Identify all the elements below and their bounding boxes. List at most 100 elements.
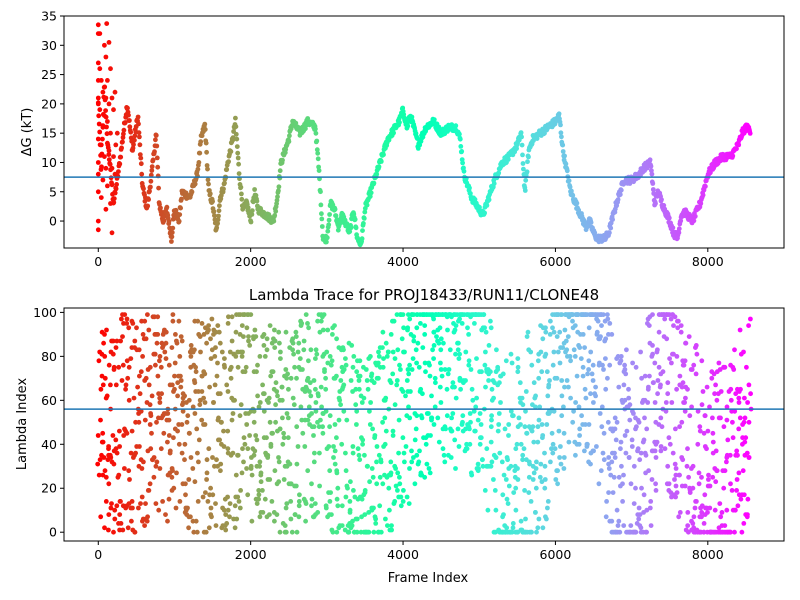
y-tick-label: 20 <box>41 481 57 496</box>
lambda-point <box>264 336 270 342</box>
lambda-point <box>396 417 402 423</box>
delta-g-point <box>97 66 103 72</box>
lambda-point <box>662 316 668 322</box>
lambda-point <box>564 347 570 353</box>
lambda-point <box>497 380 502 386</box>
delta-g-point <box>534 136 540 142</box>
lambda-point <box>255 362 260 368</box>
lambda-point <box>178 373 183 379</box>
lambda-point <box>580 364 586 370</box>
lambda-point <box>337 397 343 403</box>
lambda-point <box>95 433 101 438</box>
lambda-point <box>643 452 649 458</box>
lambda-point <box>564 378 570 383</box>
lambda-point <box>690 463 696 469</box>
lambda-point <box>535 424 541 430</box>
lambda-point <box>655 391 660 397</box>
delta-g-point <box>570 193 576 198</box>
lambda-point <box>364 378 370 383</box>
delta-g-point <box>234 136 240 142</box>
lambda-point <box>353 402 359 408</box>
lambda-point <box>609 459 615 465</box>
lambda-point <box>251 408 257 414</box>
lambda-point <box>202 400 208 405</box>
lambda-point <box>459 321 465 326</box>
lambda-point <box>290 347 295 353</box>
lambda-point <box>110 338 116 344</box>
lambda-point <box>195 318 201 324</box>
lambda-point <box>557 360 563 366</box>
lambda-point <box>463 349 469 355</box>
lambda-point <box>713 479 719 485</box>
lambda-point <box>618 354 624 359</box>
delta-g-point <box>239 196 245 202</box>
lambda-point <box>98 386 104 392</box>
lambda-point <box>111 364 117 370</box>
lambda-point <box>448 455 454 460</box>
delta-g-point <box>569 188 574 194</box>
lambda-point <box>251 452 257 458</box>
lambda-point <box>645 386 651 392</box>
delta-g-point <box>698 201 704 206</box>
lambda-point <box>114 338 120 344</box>
delta-g-point <box>235 155 241 161</box>
lambda-point <box>350 450 356 456</box>
lambda-point <box>580 373 586 379</box>
lambda-point <box>677 373 683 379</box>
lambda-point <box>538 461 544 467</box>
lambda-point <box>523 389 529 394</box>
lambda-point <box>147 364 153 370</box>
lambda-point <box>107 452 113 458</box>
delta-g-point <box>458 144 464 149</box>
lambda-point <box>251 419 257 425</box>
lambda-point <box>531 470 537 476</box>
lambda-point <box>179 338 185 344</box>
lambda-point <box>410 356 416 361</box>
lambda-point <box>285 415 291 421</box>
lambda-point <box>631 501 637 506</box>
lambda-point <box>356 452 362 458</box>
lambda-point <box>373 516 378 522</box>
lambda-point <box>486 378 491 383</box>
lambda-point <box>560 345 566 350</box>
lambda-point <box>446 367 452 372</box>
delta-g-point <box>206 181 211 187</box>
lambda-point <box>385 523 390 528</box>
delta-g-point <box>467 185 472 191</box>
lambda-point <box>466 332 471 337</box>
lambda-point <box>624 428 630 434</box>
lambda-point <box>204 470 210 476</box>
delta-g-point <box>178 205 184 211</box>
lambda-point <box>464 441 469 447</box>
lambda-point <box>724 404 730 410</box>
lambda-point <box>576 441 582 447</box>
lambda-point <box>153 362 158 368</box>
lambda-point <box>407 415 413 421</box>
lambda-point <box>699 514 704 520</box>
lambda-point <box>424 461 430 467</box>
delta-g-point <box>105 183 110 189</box>
lambda-point <box>339 386 345 392</box>
lambda-point <box>741 492 747 498</box>
lambda-point <box>325 327 331 333</box>
lambda-point <box>665 463 671 469</box>
lambda-point <box>98 417 103 423</box>
lambda-point <box>664 336 670 342</box>
lambda-point <box>631 463 637 469</box>
lambda-point <box>343 362 349 368</box>
lambda-point <box>641 492 647 498</box>
y-tick-label: 10 <box>41 155 57 170</box>
lambda-point <box>742 395 747 401</box>
lambda-point <box>716 360 722 366</box>
delta-g-point <box>319 216 325 222</box>
lambda-point <box>593 393 598 399</box>
lambda-point <box>185 413 191 419</box>
lambda-point <box>380 481 386 487</box>
lambda-point <box>108 382 113 388</box>
lambda-point <box>561 466 567 471</box>
lambda-point <box>166 496 172 502</box>
lambda-point <box>136 347 142 353</box>
lambda-point <box>704 446 709 452</box>
lambda-point <box>332 461 338 467</box>
lambda-point <box>629 444 635 449</box>
